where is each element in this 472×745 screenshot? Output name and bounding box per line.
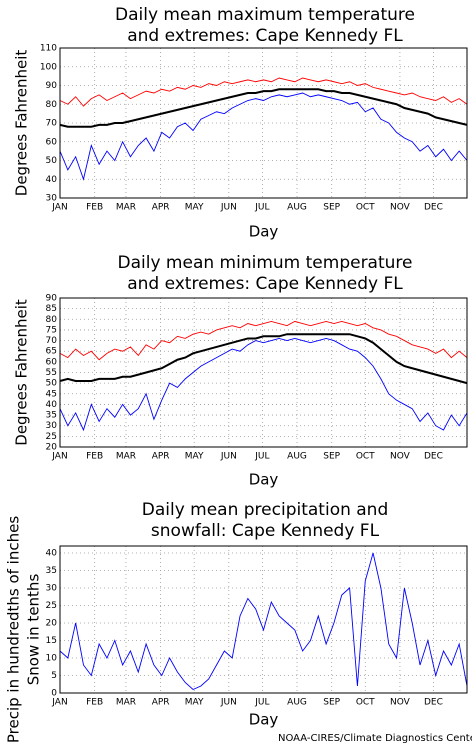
y-tick-label: 0 [51, 689, 57, 699]
y-tick-label: 20 [46, 443, 58, 453]
y-tick-label: 90 [46, 294, 58, 304]
x-tick-label: OCT [356, 452, 375, 462]
data-line [59, 92, 468, 181]
y-tick-label: 35 [46, 566, 57, 576]
x-tick-label: JUN [220, 698, 237, 708]
x-tick-label: JAN [51, 203, 67, 213]
chart-title: snowfall: Cape Kennedy FL [151, 521, 380, 541]
x-tick-label: APR [152, 698, 170, 708]
y-tick-label: 15 [46, 636, 57, 646]
x-tick-label: AUG [287, 203, 307, 213]
x-tick-label: JUL [254, 203, 269, 213]
data-line [59, 333, 468, 385]
y-tick-label: 10 [46, 654, 58, 664]
x-tick-label: JUL [254, 698, 269, 708]
y-axis-label: Precip in hundredths of inches [5, 516, 23, 743]
chart-title: and extremes: Cape Kennedy FL [127, 274, 403, 294]
plot-frame [59, 545, 468, 694]
data-line [59, 337, 468, 432]
x-tick-label: FEB [86, 203, 103, 213]
y-axis-label: Degrees Fahrenheit [13, 299, 31, 446]
x-tick-label: SEP [323, 698, 340, 708]
chart-title: Daily mean maximum temperature [115, 5, 415, 25]
chart-title: Daily mean minimum temperature [118, 253, 413, 273]
y-tick-label: 5 [51, 671, 57, 681]
y-tick-label: 25 [46, 432, 57, 442]
y-tick-label: 60 [46, 357, 58, 367]
x-axis-label: Day [249, 471, 279, 489]
y-tick-label: 80 [46, 315, 58, 325]
y-tick-label: 45 [46, 389, 57, 399]
data-line [59, 77, 468, 107]
x-tick-label: JAN [51, 452, 67, 462]
x-tick-label: JUL [254, 452, 269, 462]
y-axis-label: Degrees Fahrenheit [13, 50, 31, 197]
y-tick-label: 85 [46, 304, 57, 314]
y-tick-label: 70 [46, 119, 58, 129]
x-tick-label: SEP [323, 203, 340, 213]
x-tick-label: SEP [323, 452, 340, 462]
y-tick-label: 30 [46, 421, 58, 431]
x-tick-label: NOV [390, 452, 411, 462]
x-tick-label: DEC [424, 452, 443, 462]
x-tick-label: MAR [116, 452, 136, 462]
x-tick-label: JUN [220, 203, 237, 213]
x-axis-label: Day [249, 711, 279, 729]
y-tick-label: 20 [46, 619, 58, 629]
x-tick-label: DEC [424, 698, 443, 708]
x-axis-label: Day [249, 223, 279, 241]
x-tick-label: MAY [185, 203, 204, 213]
y-tick-label: 100 [40, 62, 57, 72]
x-tick-label: MAY [185, 452, 204, 462]
x-tick-label: OCT [356, 203, 375, 213]
x-tick-label: AUG [287, 698, 307, 708]
y-tick-label: 30 [46, 194, 58, 204]
y-tick-label: 25 [46, 601, 57, 611]
y-tick-label: 75 [46, 325, 57, 335]
x-tick-label: JUN [220, 452, 237, 462]
y-tick-label: 90 [46, 81, 58, 91]
x-tick-label: JAN [51, 698, 67, 708]
y-tick-label: 65 [46, 347, 57, 357]
y-tick-label: 40 [46, 549, 58, 559]
x-tick-label: MAY [185, 698, 204, 708]
y-tick-label: 40 [46, 175, 58, 185]
x-tick-label: APR [152, 203, 170, 213]
x-tick-label: DEC [424, 203, 443, 213]
x-tick-label: FEB [86, 452, 103, 462]
x-tick-label: AUG [287, 452, 307, 462]
footer: NOAA-CIRES/Climate Diagnostics Center [278, 733, 472, 744]
x-tick-label: NOV [390, 203, 411, 213]
plot-frame [59, 297, 468, 448]
data-line [59, 88, 468, 128]
y-tick-label: 50 [46, 379, 58, 389]
chart-title: and extremes: Cape Kennedy FL [127, 26, 403, 46]
data-line [59, 320, 468, 361]
y-tick-label: 40 [46, 400, 58, 410]
y-tick-label: 50 [46, 156, 58, 166]
plot-frame [59, 47, 468, 199]
y-tick-label: 80 [46, 100, 58, 110]
y-tick-label: 55 [46, 368, 57, 378]
y-tick-label: 70 [46, 336, 58, 346]
data-line [59, 552, 468, 691]
y-axis-label: Snow in tenths [25, 574, 43, 686]
x-tick-label: MAR [116, 698, 136, 708]
x-tick-label: NOV [390, 698, 411, 708]
chart-title: Daily mean precipitation and [142, 500, 389, 520]
y-tick-label: 110 [40, 44, 57, 54]
y-tick-label: 35 [46, 411, 57, 421]
x-tick-label: MAR [116, 203, 136, 213]
x-tick-label: FEB [86, 698, 103, 708]
x-tick-label: OCT [356, 698, 375, 708]
y-tick-label: 60 [46, 137, 58, 147]
y-tick-label: 30 [46, 584, 58, 594]
x-tick-label: APR [152, 452, 170, 462]
